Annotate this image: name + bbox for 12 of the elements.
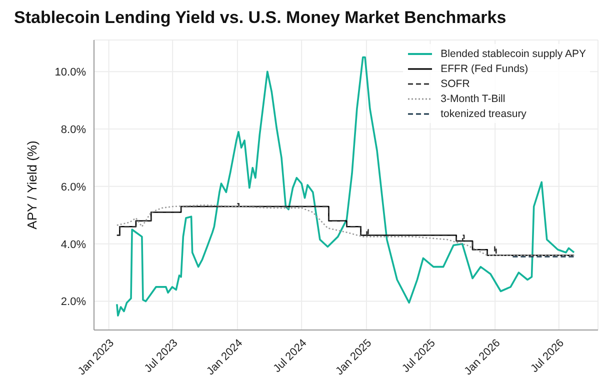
legend-label: 3-Month T-Bill [440,92,506,104]
y-axis-title: APY / Yield (%) [24,140,40,230]
chart-title: Stablecoin Lending Yield vs. U.S. Money Market Benchmarks [14,8,506,28]
y-tick-label: 6.0% [60,181,86,194]
legend-label: EFFR (Fed Funds) [440,62,528,74]
y-tick-label: 2.0% [60,296,86,308]
y-tick-label: 4.0% [60,238,86,251]
legend-label: Blended stablecoin supply APY [440,48,586,60]
y-tick-label: 8.0% [60,124,86,136]
y-tick-label: 10.0% [54,66,86,78]
legend-label: SOFR [440,78,470,90]
legend-label: tokenized treasury [440,108,526,120]
